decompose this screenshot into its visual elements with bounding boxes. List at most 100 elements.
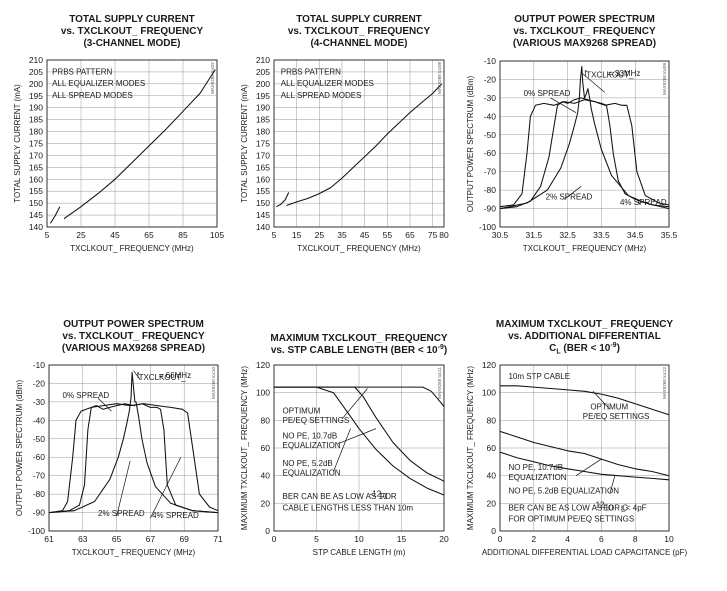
annotation-text: PRBS PATTERN <box>281 67 341 76</box>
annotation-text: OPTIMUM <box>283 406 321 415</box>
figure-code: MAX9268 toc09 <box>662 63 667 96</box>
y-tick-label: -30 <box>484 93 497 103</box>
y-tick-label: 175 <box>29 139 43 149</box>
y-tick-label: 155 <box>256 186 270 196</box>
x-axis-label: STP CABLE LENGTH (m) <box>313 548 406 557</box>
annotation-text: PRBS PATTERN <box>52 67 112 76</box>
y-tick-label: 150 <box>29 198 43 208</box>
y-tick-label: 140 <box>256 222 270 232</box>
annotation-leader <box>337 428 377 445</box>
x-tick-label: 35.5 <box>661 230 678 240</box>
y-tick-label: 180 <box>29 127 43 137</box>
chart-title: MAXIMUM TXCLKOUT_ FREQUENCY <box>496 319 674 330</box>
x-tick-label: 61 <box>44 534 54 544</box>
chart-title: vs. TXCLKOUT_ FREQUENCY <box>62 331 205 342</box>
y-tick-label: 205 <box>256 67 270 77</box>
series-line-3 <box>48 403 219 514</box>
y-tick-label: 200 <box>29 79 43 89</box>
x-tick-label: 0 <box>498 534 503 544</box>
x-tick-label: 71 <box>213 534 223 544</box>
y-tick-label: -60 <box>33 452 46 462</box>
annotation-text: NO PE, 10.7dB <box>283 431 338 440</box>
chart-title: vs. ADDITIONAL DIFFERENTIAL <box>508 331 661 342</box>
series-line-1 <box>49 206 61 224</box>
y-tick-label: 170 <box>29 150 43 160</box>
y-tick-label: 165 <box>256 162 270 172</box>
annotation-leader <box>133 370 141 380</box>
y-tick-label: -80 <box>33 489 46 499</box>
x-tick-label: 5 <box>45 230 50 240</box>
x-tick-label: 25 <box>315 230 325 240</box>
annotation-text: TXCLKOUT_ <box>586 71 634 80</box>
y-tick-label: -100 <box>28 526 45 536</box>
x-tick-label: 85 <box>178 230 188 240</box>
title-text: (BER < 10 <box>561 343 611 354</box>
x-axis-label: ADDITIONAL DIFFERENTIAL LOAD CAPACITANCE… <box>482 548 688 557</box>
series-line-2 <box>48 403 219 514</box>
series-line-2 <box>499 97 670 210</box>
x-tick-label: 0 <box>272 534 277 544</box>
y-tick-label: 80 <box>261 415 271 425</box>
title-text: ) <box>444 345 447 356</box>
annotation-leader <box>636 199 641 206</box>
y-tick-label: 80 <box>487 415 497 425</box>
y-axis-label: OUTPUT POWER SPECTRUM (dBm) <box>15 380 24 517</box>
plot-frame <box>273 59 445 228</box>
annotation-text: FOR <box>380 492 397 501</box>
x-tick-label: 30.5 <box>492 230 509 240</box>
plot-frame <box>46 59 218 228</box>
x-tick-label: 65 <box>405 230 415 240</box>
x-tick-label: 10 <box>664 534 674 544</box>
y-tick-label: 175 <box>256 139 270 149</box>
x-tick-label: 20 <box>439 534 449 544</box>
y-tick-label: -50 <box>484 130 497 140</box>
annotation-leader <box>564 186 582 200</box>
chart-title: vs. STP CABLE LENGTH (BER < 10-9) <box>271 344 447 356</box>
annotation-text: 10m STP CABLE <box>508 372 570 381</box>
series-line-2 <box>63 69 216 220</box>
y-axis-label: TOTAL SUPPLY CURRENT (mA) <box>240 84 249 203</box>
x-axis-label: TXCLKOUT_ FREQUENCY (MHz) <box>297 244 421 253</box>
series-line-2 <box>286 83 443 206</box>
title-superscript: -9 <box>610 342 616 349</box>
annotation-text: L <box>621 505 626 514</box>
y-tick-label: 185 <box>256 115 270 125</box>
annotation-leader <box>116 460 131 517</box>
y-tick-label: -40 <box>484 111 497 121</box>
annotation-text: NO PE, 10.7dB <box>508 463 563 472</box>
chart-title: (3-CHANNEL MODE) <box>83 38 180 49</box>
y-tick-label: 160 <box>29 174 43 184</box>
y-tick-label: 60 <box>487 443 497 453</box>
y-tick-label: -90 <box>33 508 46 518</box>
annotation-text: BER CAN BE AS LOW AS 10 <box>508 503 613 512</box>
x-tick-label: 2 <box>531 534 536 544</box>
x-tick-label: 6 <box>599 534 604 544</box>
annotation-text: = 66MHz <box>159 371 191 380</box>
x-tick-label: 32.5 <box>559 230 576 240</box>
x-tick-label: 33.5 <box>593 230 610 240</box>
annotation-text: ALL EQUALIZER MODES <box>52 79 145 88</box>
annotation-text: PE/EQ SETTINGS <box>583 412 650 421</box>
y-tick-label: 40 <box>487 471 497 481</box>
annotation-text: f <box>585 69 588 78</box>
chart-title: TOTAL SUPPLY CURRENT <box>296 14 422 25</box>
annotation-text: FOR C <box>603 503 628 512</box>
y-tick-label: 210 <box>29 55 43 65</box>
y-tick-label: -90 <box>484 204 497 214</box>
y-axis-label: MAXIMUM TXCLKOUT_ FREQUENCY (MHz) <box>240 366 249 530</box>
series-line-1 <box>499 65 670 210</box>
y-tick-label: 140 <box>29 222 43 232</box>
figure-code: MAX9268 toc11 <box>437 367 442 399</box>
y-tick-label: 100 <box>482 388 496 398</box>
x-tick-label: 35 <box>337 230 347 240</box>
y-tick-label: 190 <box>29 103 43 113</box>
series-line-1 <box>48 371 219 514</box>
x-tick-label: 34.5 <box>627 230 644 240</box>
chart-title: OUTPUT POWER SPECTRUM <box>514 14 655 25</box>
y-tick-label: 155 <box>29 186 43 196</box>
annotation-text: EQUALIZATION <box>283 469 341 478</box>
